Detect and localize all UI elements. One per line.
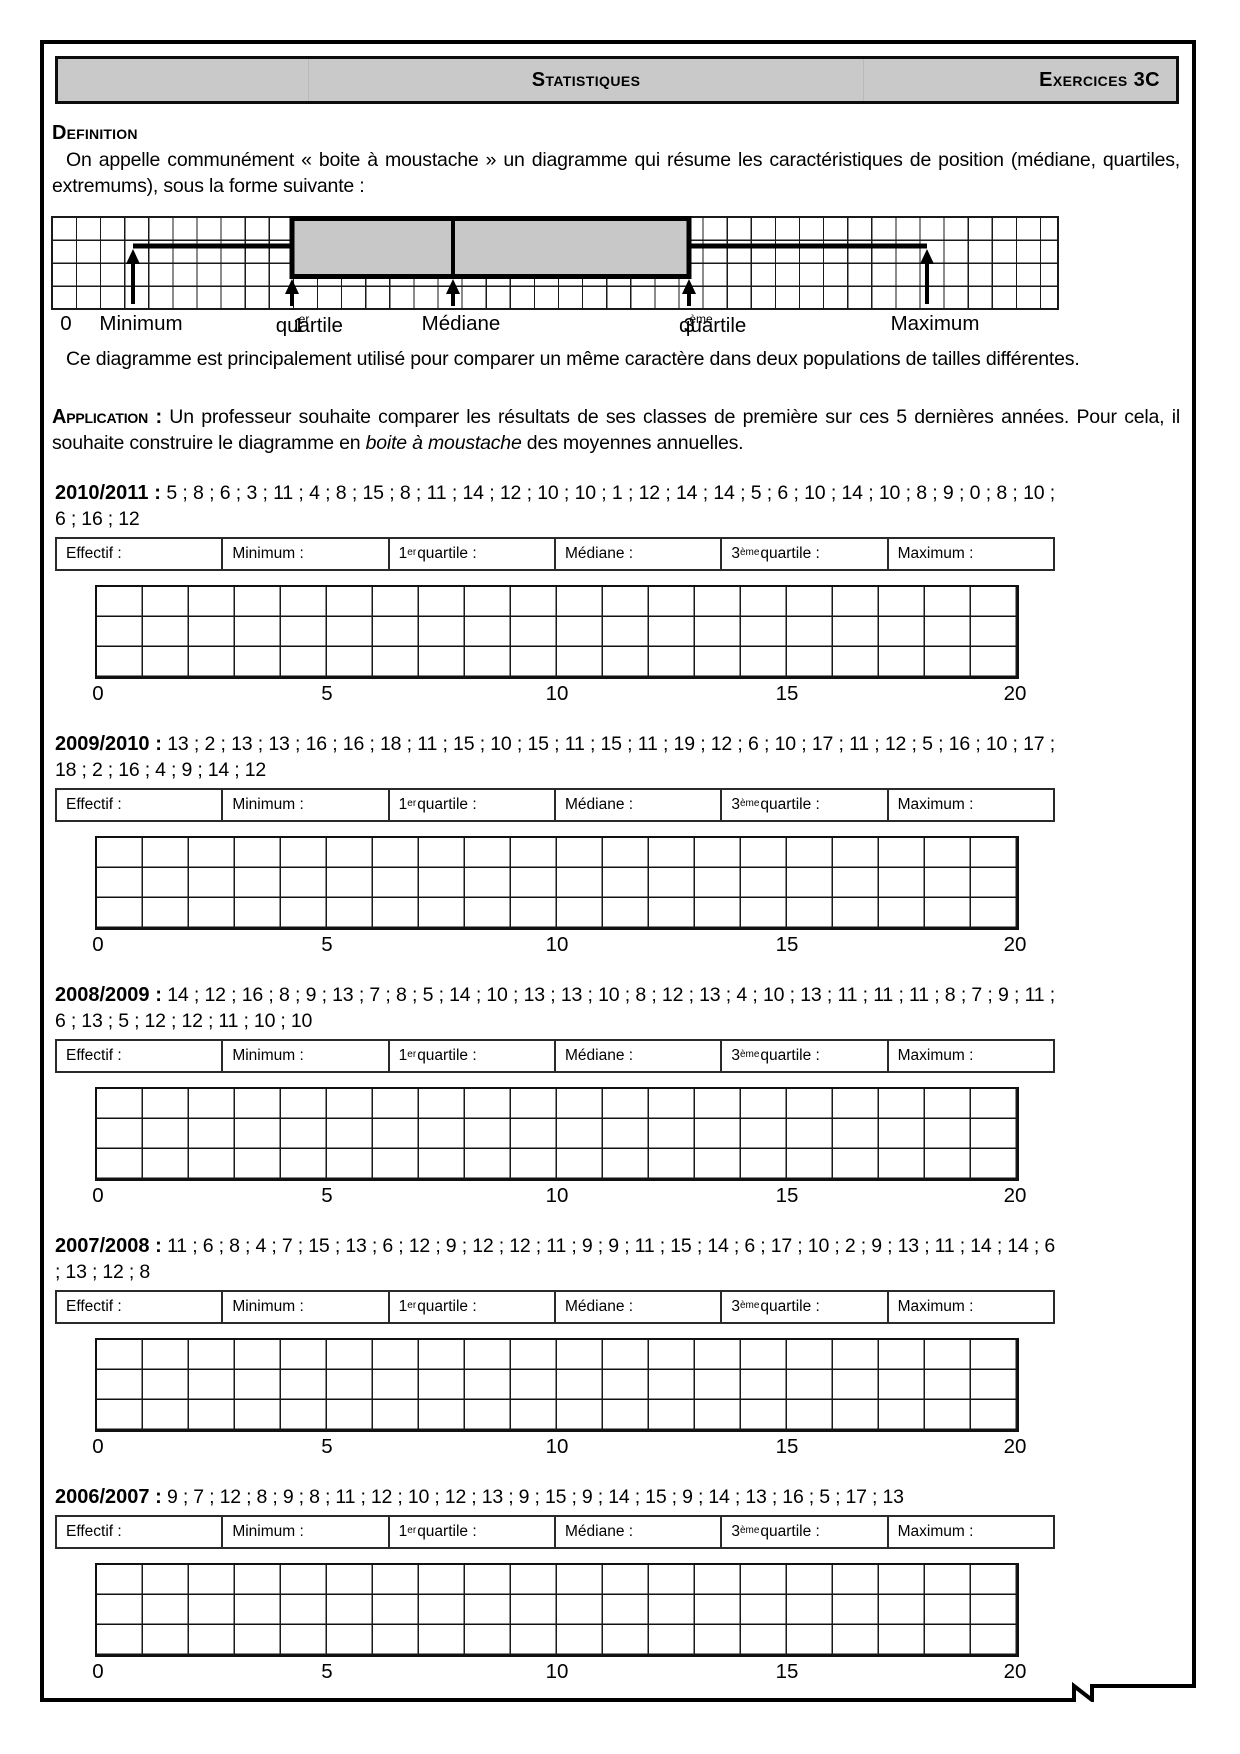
worksheet-page: Statistiques Exercices 3C Definition On …	[40, 40, 1196, 1702]
effectif-cell: Effectif :	[57, 1517, 224, 1547]
quartile-box	[289, 216, 692, 279]
effectif-cell: Effectif :	[57, 1041, 224, 1071]
stats-row: Effectif : Minimum : 1 er quartile : Médi…	[55, 1039, 1055, 1073]
title-bar: Statistiques Exercices 3C	[55, 56, 1179, 104]
q3-cell: 3 ème quartile :	[722, 790, 889, 820]
mediane-cell: Médiane :	[556, 790, 723, 820]
maximum-cell: Maximum :	[897, 796, 974, 813]
plot-grid	[95, 1338, 1019, 1432]
page-content: Statistiques Exercices 3C Definition On …	[43, 43, 1189, 1685]
q3-cell: 3 ème quartile :	[722, 1517, 889, 1547]
minimum-cell: Minimum :	[223, 1517, 390, 1547]
values-line: 2010/2011 : 5 ; 8 ; 6 ; 3 ; 11 ; 4 ; 8 ;…	[55, 482, 1056, 530]
mediane-cell: Médiane :	[556, 539, 723, 569]
effectif-cell: Effectif :	[57, 539, 224, 569]
mediane-cell: Médiane :	[556, 1292, 723, 1322]
minimum-cell: Minimum :	[223, 1041, 390, 1071]
q1-arrow	[285, 279, 299, 306]
mediane-cell: Médiane :	[556, 1517, 723, 1547]
minimum-label: Minimum	[99, 312, 183, 335]
boxplot-labels: 0 Minimum 1 er quartile Médiane 3 ème quar…	[59, 310, 1067, 340]
mediane-label: Médiane	[421, 312, 501, 335]
values-line: 2008/2009 : 14 ; 12 ; 16 ; 8 ; 9 ; 13 ; …	[55, 984, 1055, 1032]
section-2008-2009: 2008/2009 : 14 ; 12 ; 16 ; 8 ; 9 ; 13 ; …	[43, 982, 1189, 1209]
boxplot-overlay	[126, 216, 934, 306]
axis-ticks: 0 5 10 15 20	[92, 933, 1027, 956]
section-2009-2010: 2009/2010 : 13 ; 2 ; 13 ; 13 ; 16 ; 16 ;…	[43, 731, 1189, 958]
q1-cell: 1 er quartile :	[390, 1041, 556, 1071]
axis-ticks: 0 5 10 15 20	[92, 682, 1027, 705]
q3-cell: 3 ème quartile :	[722, 1292, 889, 1322]
section-2010-2011: 2010/2011 : 5 ; 8 ; 6 ; 3 ; 11 ; 4 ; 8 ;…	[43, 480, 1189, 707]
minimum-cell: Minimum :	[223, 539, 390, 569]
median-arrow	[446, 279, 460, 306]
stats-row: Effectif : Minimum : 1 er quartile : Médi…	[55, 788, 1055, 822]
title-bar-exercise: Exercices 3C	[864, 59, 1176, 101]
minimum-arrow	[126, 249, 140, 304]
maximum-label: Maximum	[890, 312, 980, 335]
q1-cell: 1 er quartile :	[390, 539, 556, 569]
axis-ticks: 0 5 10 15 20	[92, 1660, 1027, 1683]
axis-ticks: 0 5 10 15 20	[92, 1184, 1027, 1207]
section-2006-2007: 2006/2007 : 9 ; 7 ; 12 ; 8 ; 9 ; 8 ; 11 …	[43, 1484, 1189, 1685]
plot-grid	[95, 1563, 1019, 1657]
plot-grid	[95, 836, 1019, 930]
q1-cell: 1 er quartile :	[390, 1517, 556, 1547]
minimum-cell: Minimum :	[223, 1292, 390, 1322]
maximum-arrow	[920, 249, 934, 304]
section-2007-2008: 2007/2008 : 11 ; 6 ; 8 ; 4 ; 7 ; 15 ; 13…	[43, 1233, 1189, 1460]
values-line: 2007/2008 : 11 ; 6 ; 8 ; 4 ; 7 ; 15 ; 13…	[55, 1235, 1056, 1283]
boxplot-diagram: 0 Minimum 1 er quartile Médiane 3 ème quar…	[51, 216, 1059, 340]
values-line: 2009/2010 : 13 ; 2 ; 13 ; 13 ; 16 ; 16 ;…	[55, 733, 1056, 781]
application-heading: Application :	[52, 406, 162, 428]
application-paragraph: Application : Un professeur souhaite com…	[52, 406, 1180, 454]
stats-row: Effectif : Minimum : 1 er quartile : Médi…	[55, 1290, 1055, 1324]
q1-cell: 1 er quartile :	[390, 1292, 556, 1322]
plot-grid	[95, 585, 1019, 679]
exercise-label: Exercices 3C	[1039, 68, 1160, 91]
values-line: 2006/2007 : 9 ; 7 ; 12 ; 8 ; 9 ; 8 ; 11 …	[55, 1486, 904, 1508]
q3-arrow	[682, 279, 696, 306]
definition-heading: Definition	[52, 122, 138, 144]
mediane-cell: Médiane :	[556, 1041, 723, 1071]
minimum-cell: Minimum :	[223, 790, 390, 820]
effectif-cell: Effectif :	[57, 790, 224, 820]
q1-label: 1 er quartile	[275, 312, 343, 337]
plot-grid	[95, 1087, 1019, 1181]
definition-intro: On appelle communément « boite à moustac…	[52, 149, 1180, 197]
maximum-cell: Maximum :	[897, 1523, 974, 1540]
stats-row: Effectif : Minimum : 1 er quartile : Médi…	[55, 1515, 1055, 1549]
stats-row: Effectif : Minimum : 1 er quartile : Médi…	[55, 537, 1055, 571]
subject-label: Statistiques	[531, 68, 641, 91]
maximum-cell: Maximum :	[897, 545, 974, 562]
q3-label: 3 ème quartile	[679, 312, 747, 337]
maximum-cell: Maximum :	[897, 1047, 974, 1064]
q3-cell: 3 ème quartile :	[722, 539, 889, 569]
q1-cell: 1 er quartile :	[390, 790, 556, 820]
q3-cell: 3 ème quartile :	[722, 1041, 889, 1071]
definition-note: Ce diagramme est principalement utilisé …	[66, 348, 1080, 370]
title-bar-empty-cell	[58, 59, 309, 101]
maximum-cell: Maximum :	[897, 1298, 974, 1315]
title-bar-subject: Statistiques	[309, 59, 864, 101]
zero-label: 0	[60, 312, 72, 335]
boite-a-moustache-italic: boite à moustache	[365, 432, 522, 454]
effectif-cell: Effectif :	[57, 1292, 224, 1322]
axis-ticks: 0 5 10 15 20	[92, 1435, 1027, 1458]
